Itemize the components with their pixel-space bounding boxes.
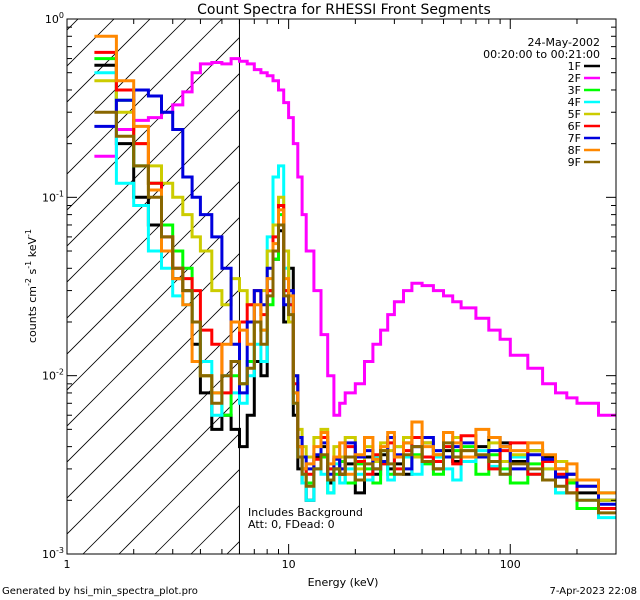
hatch-line xyxy=(67,180,240,355)
hatch-line xyxy=(67,324,240,499)
series-line-9F xyxy=(94,110,616,515)
hatch-line xyxy=(67,36,240,211)
hatch-line xyxy=(67,19,151,103)
plot-frame xyxy=(66,18,617,555)
hatch-line xyxy=(67,360,240,535)
y-tick-label: 10-1 xyxy=(42,189,64,204)
legend-label-4F: 4F xyxy=(568,96,581,109)
x-tick-labels: 1 10 100 xyxy=(64,558,521,571)
hatch-line xyxy=(67,108,240,283)
legend-label-5F: 5F xyxy=(568,108,581,121)
legend-label-7F: 7F xyxy=(568,132,581,145)
hatch-line xyxy=(67,19,115,67)
hatch-line xyxy=(82,396,240,554)
hatch-line xyxy=(118,432,240,554)
low-energy-hatch-region xyxy=(67,0,640,554)
footer-timestamp: 7-Apr-2023 22:08 xyxy=(550,586,637,597)
annotation-background: Includes Background xyxy=(248,506,363,519)
legend-label-3F: 3F xyxy=(568,84,581,97)
hatch-line xyxy=(299,0,640,554)
hatch-line xyxy=(67,19,223,175)
series-line-2F xyxy=(94,57,616,417)
series-layer xyxy=(94,19,616,554)
y-tick-labels: 100 10-1 10-2 10-3 xyxy=(42,11,64,561)
y-tick-label: 10-2 xyxy=(42,368,64,383)
x-tick-label: 10 xyxy=(282,558,296,571)
y-tick-label: 100 xyxy=(45,11,64,26)
hatch-line xyxy=(67,252,240,427)
y-axis-label: counts cm-2 s-1 keV-1 xyxy=(24,229,39,343)
legend-label-6F: 6F xyxy=(568,120,581,133)
x-tick-label: 100 xyxy=(500,558,521,571)
x-axis-label: Energy (keV) xyxy=(308,576,379,589)
x-tick-label: 1 xyxy=(64,558,71,571)
legend-label-2F: 2F xyxy=(568,72,581,85)
hatch-line xyxy=(67,288,240,463)
axis-ticks xyxy=(66,18,617,555)
y-tick-label: 10-3 xyxy=(42,546,64,561)
observation-time-range: 00:20:00 to 00:21:00 xyxy=(483,48,600,61)
annotation-attenuator: Att: 0, FDead: 0 xyxy=(248,518,335,531)
observation-date: 24-May-2002 xyxy=(528,36,600,49)
chart-title: Count Spectra for RHESSI Front Segments xyxy=(197,2,491,18)
hatch-line xyxy=(67,72,240,247)
hatch-line xyxy=(67,144,240,319)
legend-label-9F: 9F xyxy=(568,156,581,169)
legend-label-1F: 1F xyxy=(568,60,581,73)
legend-label-8F: 8F xyxy=(568,144,581,157)
hatch-line xyxy=(67,19,79,31)
footer-generated-by: Generated by hsi_min_spectra_plot.pro xyxy=(2,586,198,597)
